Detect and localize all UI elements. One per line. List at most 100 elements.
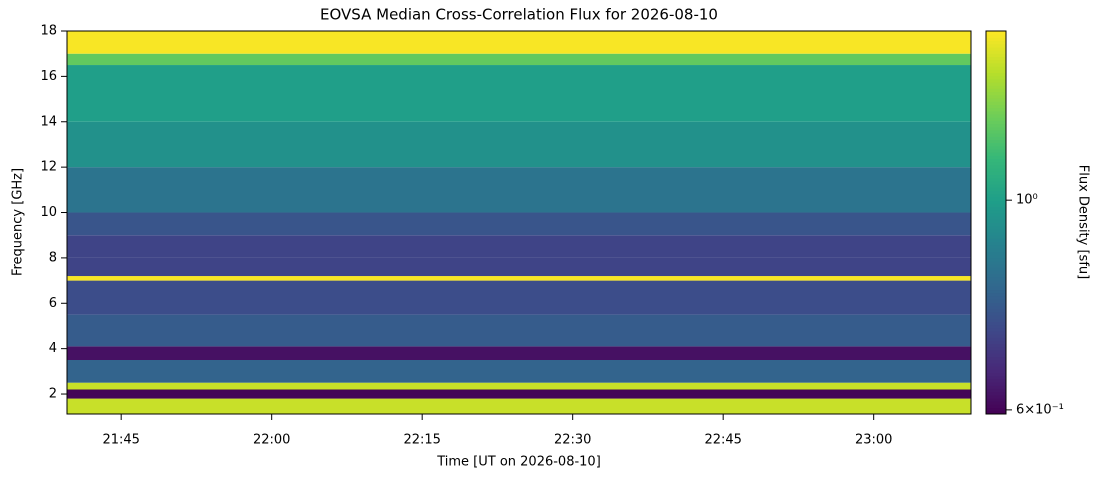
colorbar-slice <box>986 270 1006 275</box>
colorbar-slice <box>986 404 1006 409</box>
x-tick-label: 22:00 <box>253 433 290 448</box>
heatmap-cell <box>67 257 971 277</box>
heatmap-cell <box>67 280 971 315</box>
colorbar-slice <box>986 37 1006 42</box>
y-tick-label: 2 <box>49 387 57 402</box>
colorbar-slice <box>986 206 1006 211</box>
colorbar-slice <box>986 388 1006 393</box>
colorbar-slice <box>986 219 1006 223</box>
colorbar-slice <box>986 85 1006 89</box>
colorbar-slice <box>986 244 1006 249</box>
colorbar-slice <box>986 94 1006 99</box>
colorbar-slice <box>986 331 1006 335</box>
colorbar-slice <box>986 410 1006 415</box>
colorbar-slice <box>986 369 1006 374</box>
colorbar-slice <box>986 82 1006 86</box>
colorbar-slice <box>986 46 1006 51</box>
colorbar-slice <box>986 340 1006 345</box>
colorbar-slice <box>986 359 1006 364</box>
colorbar-slice <box>986 168 1006 172</box>
heatmap-cell <box>67 359 971 383</box>
colorbar-slice <box>986 295 1006 300</box>
colorbar-slice <box>986 299 1006 303</box>
colorbar-slice <box>986 308 1006 313</box>
x-tick-label: 21:45 <box>102 433 139 448</box>
colorbar-slice <box>986 257 1006 262</box>
heatmap-cell <box>67 314 971 347</box>
y-tick-label: 4 <box>49 341 57 356</box>
colorbar-tick-label: 6×10⁻¹ <box>1016 402 1064 417</box>
x-axis-label: Time [UT on 2026-08-10] <box>436 455 601 470</box>
colorbar-slice <box>986 382 1006 386</box>
colorbar-slice <box>986 142 1006 147</box>
colorbar-label: Flux Density [sfu] <box>1076 165 1091 279</box>
colorbar-slice <box>986 305 1006 310</box>
colorbar-slice <box>986 267 1006 271</box>
colorbar-slice <box>986 337 1006 342</box>
y-tick-label: 18 <box>40 24 57 39</box>
heatmap-cell <box>67 53 971 66</box>
x-tick-label: 23:00 <box>855 433 892 448</box>
colorbar-slice <box>986 398 1006 402</box>
heatmap-cell <box>67 212 971 236</box>
colorbar-slice <box>986 203 1006 208</box>
colorbar-slice <box>986 133 1006 137</box>
colorbar-slice <box>986 292 1006 297</box>
colorbar-slice <box>986 366 1006 370</box>
colorbar-slice <box>986 251 1006 255</box>
colorbar-slice <box>986 117 1006 121</box>
colorbar-slice <box>986 324 1006 329</box>
colorbar-slice <box>986 260 1006 265</box>
colorbar-slice <box>986 273 1006 278</box>
y-tick-label: 6 <box>49 296 57 311</box>
colorbar-slice <box>986 216 1006 220</box>
y-tick-label: 12 <box>40 160 57 175</box>
colorbar-slice <box>986 318 1006 322</box>
colorbar-slice <box>986 321 1006 326</box>
colorbar-slice <box>986 129 1006 134</box>
colorbar-slice <box>986 225 1006 230</box>
heatmap-cell <box>67 167 971 213</box>
heatmap-cell <box>67 31 971 54</box>
colorbar-slice <box>986 238 1006 243</box>
colorbar-slice <box>986 362 1006 367</box>
x-tick-label: 22:15 <box>403 433 440 448</box>
chart-title: EOVSA Median Cross-Correlation Flux for … <box>320 6 718 24</box>
colorbar-slice <box>986 78 1006 83</box>
colorbar-slice <box>986 334 1006 338</box>
colorbar-slice <box>986 286 1006 291</box>
heatmap-cell <box>67 382 971 390</box>
colorbar-slice <box>986 254 1006 259</box>
heatmap-cell <box>67 235 971 258</box>
colorbar-slice <box>986 50 1006 54</box>
colorbar-slice <box>986 302 1006 306</box>
colorbar-slice <box>986 75 1006 80</box>
colorbar-slice <box>986 152 1006 156</box>
colorbar-slice <box>986 155 1006 160</box>
y-tick-label: 14 <box>40 114 57 129</box>
colorbar-slice <box>986 177 1006 182</box>
colorbar-slice <box>986 158 1006 163</box>
colorbar-slice <box>986 378 1006 383</box>
colorbar-slice <box>986 263 1006 268</box>
colorbar-slice <box>986 385 1006 389</box>
colorbar-slice <box>986 391 1006 396</box>
y-tick-label: 16 <box>40 69 57 84</box>
colorbar-slice <box>986 327 1006 332</box>
colorbar-slice <box>986 222 1006 227</box>
colorbar-slice <box>986 66 1006 70</box>
colorbar-slice <box>986 165 1006 169</box>
colorbar-slice <box>986 101 1006 105</box>
colorbar-slice <box>986 353 1006 358</box>
colorbar-tick-label: 10⁰ <box>1016 193 1038 208</box>
colorbar-slice <box>986 235 1006 239</box>
colorbar-slice <box>986 394 1006 399</box>
y-axis-label: Frequency [GHz] <box>11 168 26 276</box>
heatmap-cell <box>67 346 971 360</box>
colorbar-slice <box>986 139 1006 144</box>
colorbar-slice <box>986 174 1006 179</box>
colorbar-slice <box>986 346 1006 351</box>
colorbar-slice <box>986 200 1006 204</box>
colorbar-slice <box>986 31 1006 35</box>
colorbar-slice <box>986 149 1006 153</box>
